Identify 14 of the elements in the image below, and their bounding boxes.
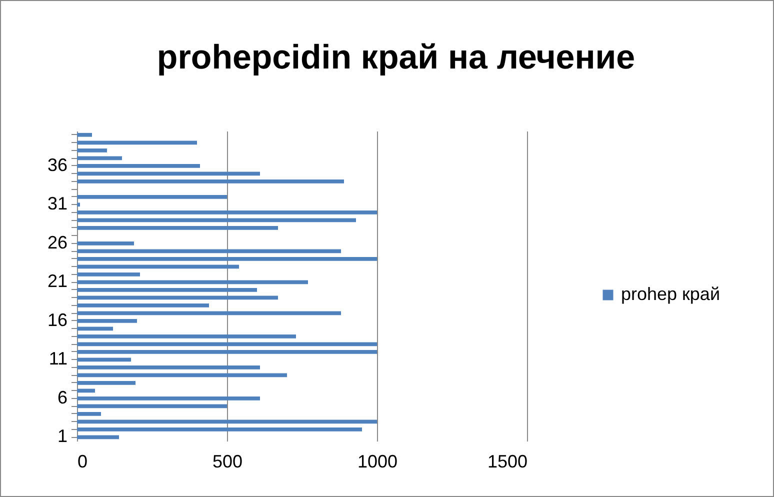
y-tick-label: 21 — [47, 271, 68, 292]
x-tick-label: 0 — [78, 452, 88, 472]
chart-title: prohepcidin край на лечение — [156, 38, 636, 76]
y-tick-label: 26 — [47, 232, 68, 252]
x-tick-label: 1000 — [357, 452, 398, 472]
y-tick-label: 11 — [48, 348, 68, 369]
y-tick-label: 6 — [57, 387, 68, 408]
legend-label: prohep край — [621, 284, 720, 304]
y-tick-label: 16 — [47, 310, 68, 330]
x-tick-label: 500 — [212, 452, 243, 472]
x-tick-label: 1500 — [487, 452, 528, 472]
y-tick-label: 1 — [57, 426, 68, 446]
y-tick-label: 31 — [47, 194, 68, 214]
y-tick-label: 36 — [47, 154, 68, 175]
